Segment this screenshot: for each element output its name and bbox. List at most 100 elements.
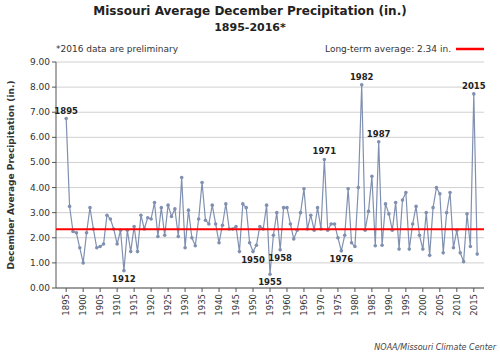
annotation: 1955 (258, 277, 282, 287)
point (139, 213, 143, 217)
x-tick (354, 288, 355, 292)
point (98, 245, 102, 249)
x-tick-label: 1925 (163, 294, 173, 316)
x-tick (320, 288, 321, 292)
annotation: 1950 (241, 255, 265, 265)
x-tick (219, 288, 220, 292)
point (299, 211, 303, 215)
x-tick-label: 2000 (418, 294, 428, 316)
point (217, 241, 221, 245)
x-tick (473, 288, 474, 292)
point (132, 225, 136, 229)
point (431, 206, 435, 210)
point (418, 233, 422, 237)
grid-line (56, 212, 484, 213)
x-tick (134, 288, 135, 292)
grid-line (56, 162, 484, 163)
legend-label: Long-term average: 2.34 in. (325, 44, 451, 54)
x-tick (100, 288, 101, 292)
point (401, 198, 405, 202)
x-tick (439, 288, 440, 292)
point (285, 206, 289, 210)
point (88, 206, 92, 210)
point (424, 211, 428, 215)
point (428, 254, 432, 258)
point (244, 206, 248, 210)
y-tick-label: 0.00 (30, 283, 50, 293)
point (75, 231, 79, 235)
x-tick-label: 1900 (78, 294, 88, 316)
point (122, 269, 126, 273)
point (282, 206, 286, 210)
grid-line (56, 187, 484, 188)
y-tick (52, 162, 56, 163)
y-tick-label: 2.00 (30, 233, 50, 243)
point (255, 244, 259, 248)
grid-line (56, 87, 484, 88)
y-tick (52, 87, 56, 88)
x-tick-label: 1915 (129, 294, 139, 316)
point (95, 246, 99, 250)
point (105, 213, 109, 217)
x-tick (168, 288, 169, 292)
point (336, 236, 340, 240)
average-line (56, 228, 484, 230)
point (197, 217, 201, 221)
y-tick-label: 9.00 (30, 57, 50, 67)
point (176, 235, 180, 239)
point (149, 217, 153, 221)
annotation: 1912 (112, 274, 136, 284)
point (309, 213, 313, 217)
point (462, 260, 466, 264)
annotation: 1982 (350, 72, 374, 82)
grid-line (56, 288, 484, 289)
point (316, 206, 320, 210)
x-tick (66, 288, 67, 292)
point (289, 222, 293, 226)
x-tick-label: 1950 (248, 294, 258, 316)
point (265, 203, 269, 207)
point (407, 247, 411, 251)
x-tick-label: 1995 (401, 294, 411, 316)
x-tick (303, 288, 304, 292)
point (343, 233, 347, 237)
y-axis (56, 62, 57, 288)
point (394, 201, 398, 205)
x-tick-label: 1940 (214, 294, 224, 316)
point (64, 117, 68, 121)
point (458, 251, 462, 255)
point (221, 223, 225, 227)
point (166, 203, 170, 207)
y-tick (52, 137, 56, 138)
title: Missouri Average December Precipitation … (93, 4, 406, 18)
point (380, 244, 384, 248)
point (435, 186, 439, 190)
x-tick (270, 288, 271, 292)
x-tick-label: 1920 (146, 294, 156, 316)
point (187, 208, 191, 212)
annotation: 1958 (268, 253, 292, 263)
y-tick-label: 4.00 (30, 183, 50, 193)
credit: NOAA/Missouri Climate Center (374, 343, 496, 352)
plot-area (56, 83, 484, 276)
annotation: 1971 (313, 146, 337, 156)
y-tick (52, 187, 56, 188)
y-tick-label: 7.00 (30, 107, 50, 117)
point (438, 192, 442, 196)
point (404, 191, 408, 195)
point (329, 222, 333, 226)
x-tick (185, 288, 186, 292)
x-tick-label: 2015 (469, 294, 479, 316)
point (193, 244, 197, 248)
x-tick (456, 288, 457, 292)
x-tick-label: 2005 (435, 294, 445, 316)
x-tick (337, 288, 338, 292)
point (173, 207, 177, 211)
x-tick (422, 288, 423, 292)
point (292, 237, 296, 241)
grid (56, 62, 484, 288)
x-axis (56, 288, 484, 289)
grid-line (56, 137, 484, 138)
x-tick-label: 1905 (95, 294, 105, 316)
x-tick-label: 1975 (333, 294, 343, 316)
